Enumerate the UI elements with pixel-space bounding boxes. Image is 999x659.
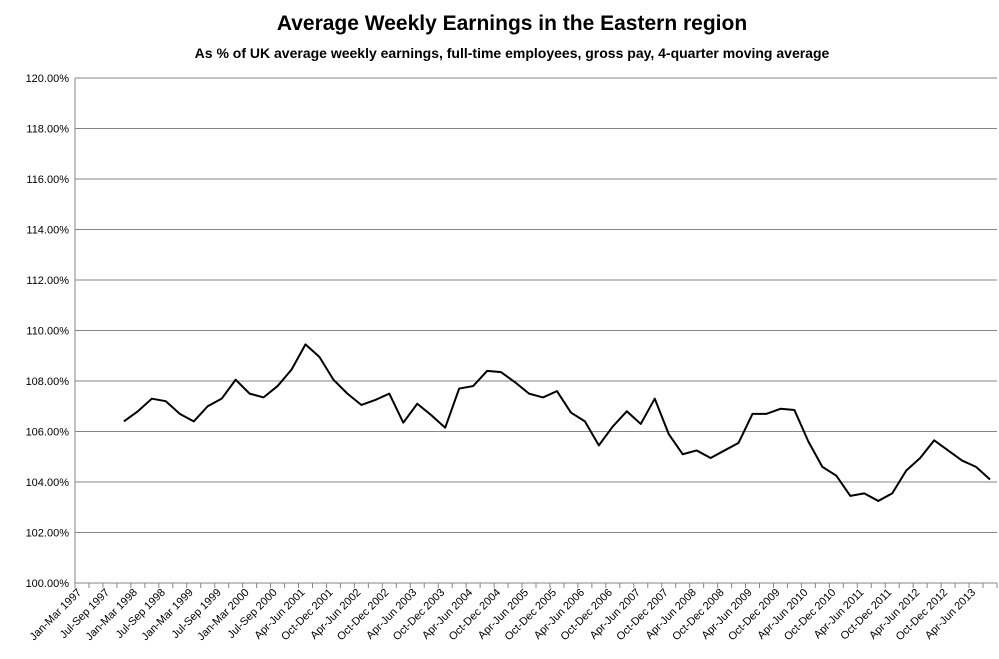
y-tick-label: 120.00% <box>26 73 70 85</box>
y-tick-label: 116.00% <box>26 174 69 186</box>
y-tick-label: 110.00% <box>26 326 69 338</box>
chart-subtitle: As % of UK average weekly earnings, full… <box>195 45 830 61</box>
y-tick-label: 102.00% <box>26 528 70 540</box>
y-tick-label: 114.00% <box>26 225 69 237</box>
y-tick-label: 112.00% <box>26 275 69 287</box>
chart-title: Average Weekly Earnings in the Eastern r… <box>277 12 747 35</box>
y-tick-label: 104.00% <box>26 477 70 489</box>
y-tick-label: 108.00% <box>26 376 70 388</box>
x-tick-label: Apr-Jun 2013 <box>923 587 978 642</box>
y-tick-label: 100.00% <box>26 578 70 590</box>
y-tick-label: 106.00% <box>26 427 70 439</box>
y-tick-label: 118.00% <box>26 124 69 136</box>
data-line <box>123 343 991 502</box>
